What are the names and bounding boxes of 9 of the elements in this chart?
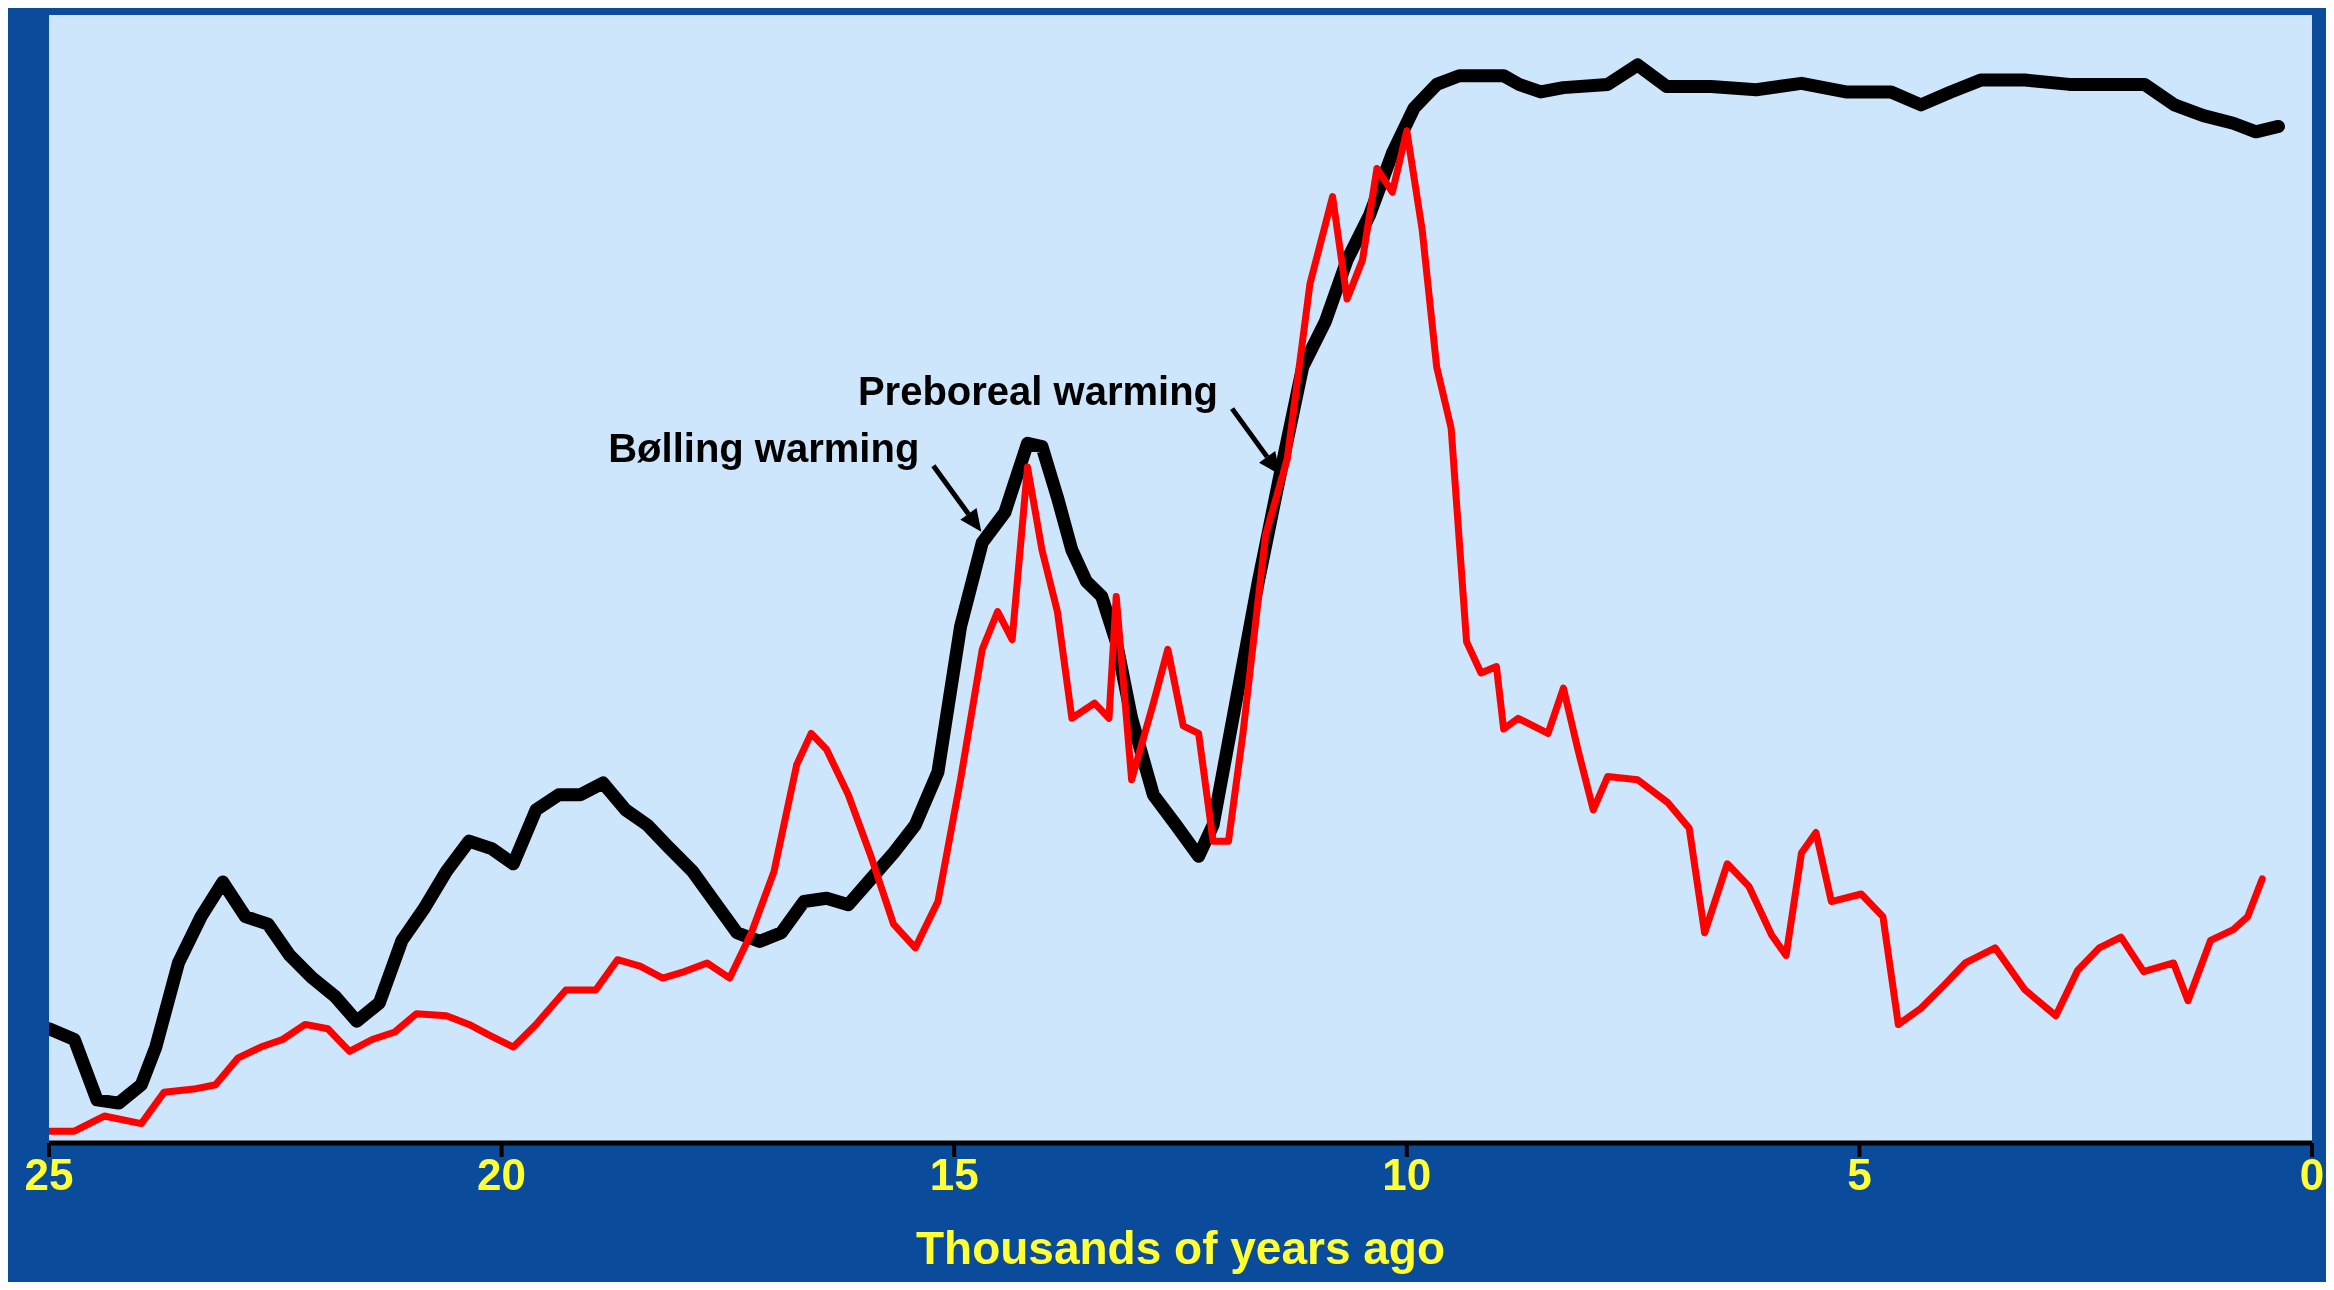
x-tick-label: 15 [929,1150,979,1200]
annotation: Bølling warming [608,425,920,470]
x-tick-label: 5 [1847,1150,1872,1200]
x-tick-label: 25 [24,1150,74,1200]
x-tick-label: 0 [2299,1150,2325,1200]
x-tick-label: 20 [477,1150,527,1200]
x-tick-label: 10 [1382,1150,1432,1200]
x-axis-title: Thousands of years ago [915,1222,1446,1274]
annotation: Preboreal warming [857,368,1219,413]
